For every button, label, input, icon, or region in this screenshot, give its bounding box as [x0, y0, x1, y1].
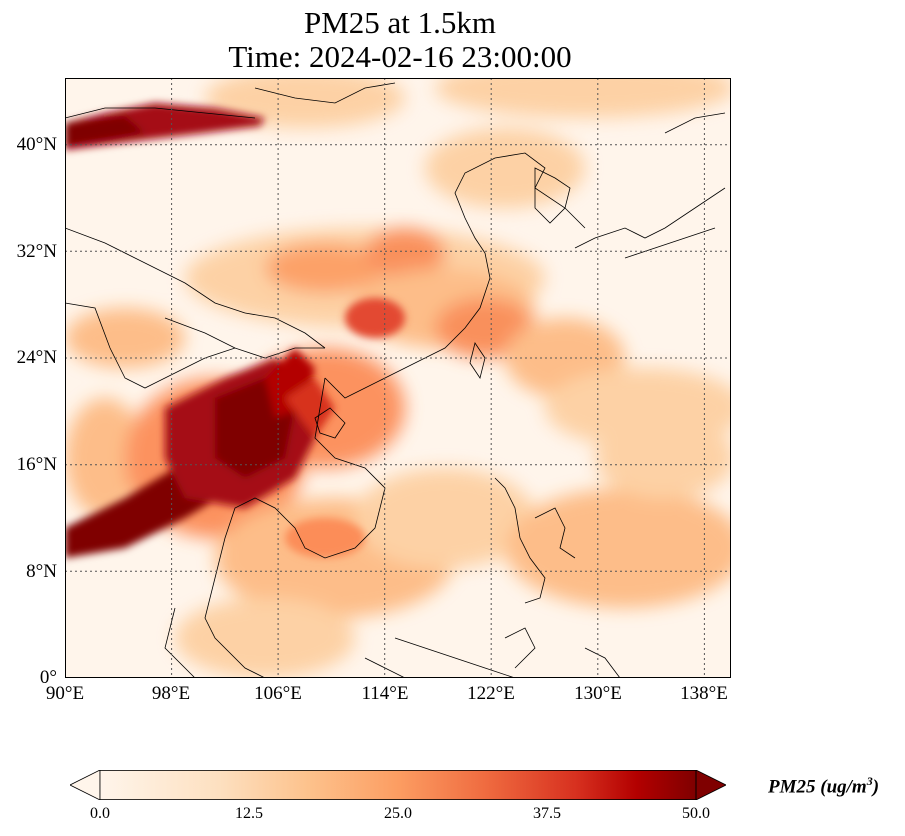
colorbar-tick-label: 25.0 — [384, 805, 412, 822]
map-frame — [65, 78, 731, 678]
lon-tick-label: 130°E — [574, 683, 622, 704]
colorbar — [70, 770, 726, 800]
colorbar-gradient — [100, 770, 696, 800]
chart-title-line-2: Time: 2024-02-16 23:00:00 — [228, 39, 572, 74]
lon-tick-label: 138°E — [680, 683, 728, 704]
coastlines — [65, 82, 726, 678]
lat-tick-label: 40°N — [16, 134, 57, 155]
colorbar-tick-label: 50.0 — [682, 805, 710, 822]
gridlines — [65, 78, 731, 678]
colorbar-tick-label: 12.5 — [235, 805, 263, 822]
colorbar-tick-label: 0.0 — [90, 805, 110, 822]
lat-tick-label: 24°N — [16, 347, 57, 368]
lon-tick-label: 114°E — [361, 683, 409, 704]
lat-tick-label: 8°N — [26, 561, 57, 582]
lat-tick-label: 0° — [39, 667, 57, 688]
chart-title-line-1: PM25 at 1.5km — [303, 5, 497, 40]
colorbar-extend-high — [695, 770, 726, 800]
pm25-map — [65, 78, 731, 678]
lat-tick-label: 32°N — [16, 241, 57, 262]
lon-tick-label: 90°E — [45, 683, 85, 704]
lon-tick-label: 122°E — [467, 683, 515, 704]
pm25-hotspots — [65, 103, 405, 558]
lat-tick-label: 16°N — [16, 454, 57, 475]
lon-tick-label: 98°E — [151, 683, 191, 704]
colorbar-label: PM25 (ug/m3) — [768, 774, 880, 798]
colorbar-extend-low — [70, 770, 101, 800]
colorbar-tick-label: 37.5 — [533, 805, 561, 822]
lon-tick-label: 106°E — [254, 683, 302, 704]
